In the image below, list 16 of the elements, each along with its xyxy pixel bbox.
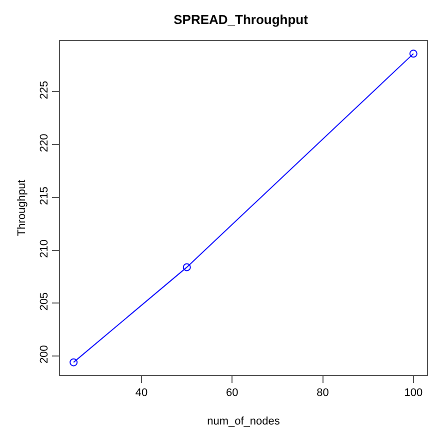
y-tick-label: 220 [38,134,51,152]
x-tick-label: 40 [135,387,148,400]
x-axis-title: num_of_nodes [207,415,280,428]
y-tick-label: 210 [38,239,51,258]
y-axis-title: Throughput [16,180,28,236]
y-tick-label: 205 [38,292,51,311]
point [70,358,78,366]
point [409,50,418,58]
x-tick-label: 100 [404,387,423,400]
y-tick-label: 200 [38,345,51,364]
point [182,263,191,272]
x-tick-label: 60 [226,387,238,400]
y-tick-label: 215 [38,186,51,205]
chart-title: SPREAD_Throughput [174,12,309,27]
y-tick-label: 225 [38,80,51,100]
x-tick-label: 80 [316,387,329,400]
